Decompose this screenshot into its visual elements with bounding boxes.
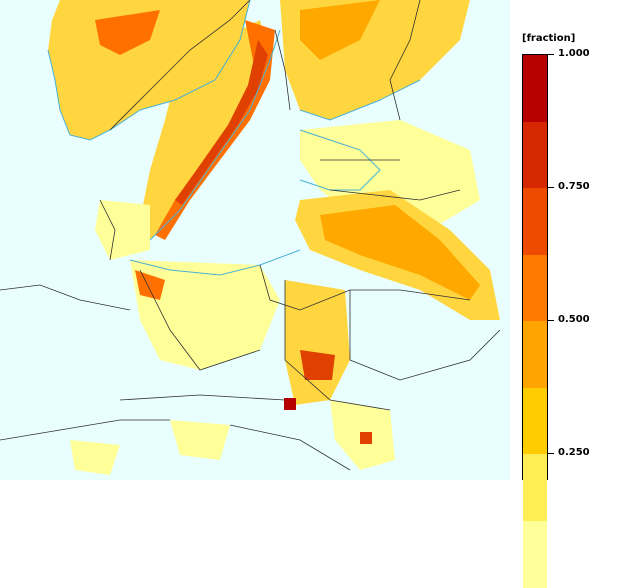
colorbar-segment bbox=[523, 388, 547, 456]
hungary-hot bbox=[300, 350, 335, 380]
red-dot-hungary bbox=[284, 398, 296, 410]
colorbar-tick-label: 0.250 bbox=[558, 447, 590, 458]
denmark-region bbox=[95, 200, 150, 260]
colorbar-tick bbox=[548, 320, 554, 321]
colorbar-tick-label: 1.000 bbox=[558, 48, 590, 59]
colorbar-tick bbox=[548, 453, 554, 454]
red-dot-balkans bbox=[360, 432, 372, 444]
colorbar-segment bbox=[523, 55, 547, 123]
colorbar-tick bbox=[548, 187, 554, 188]
border-west bbox=[0, 285, 130, 310]
colorbar-segment bbox=[523, 122, 547, 190]
alps-patches bbox=[170, 420, 230, 460]
colorbar-segment bbox=[523, 454, 547, 522]
legend-title: [fraction] bbox=[522, 33, 575, 44]
colorbar-segment bbox=[523, 321, 547, 389]
colorbar-segment bbox=[523, 521, 547, 588]
colorbar bbox=[522, 54, 548, 480]
colorbar-tick-label: 0.750 bbox=[558, 181, 590, 192]
colorbar-tick bbox=[548, 54, 554, 55]
map-panel bbox=[0, 0, 510, 480]
italy-patch bbox=[70, 440, 120, 475]
fraction-map bbox=[0, 0, 510, 480]
hungary-region bbox=[285, 280, 350, 405]
colorbar-segment bbox=[523, 255, 547, 323]
colorbar-segment bbox=[523, 188, 547, 256]
colorbar-tick-label: 0.500 bbox=[558, 314, 590, 325]
